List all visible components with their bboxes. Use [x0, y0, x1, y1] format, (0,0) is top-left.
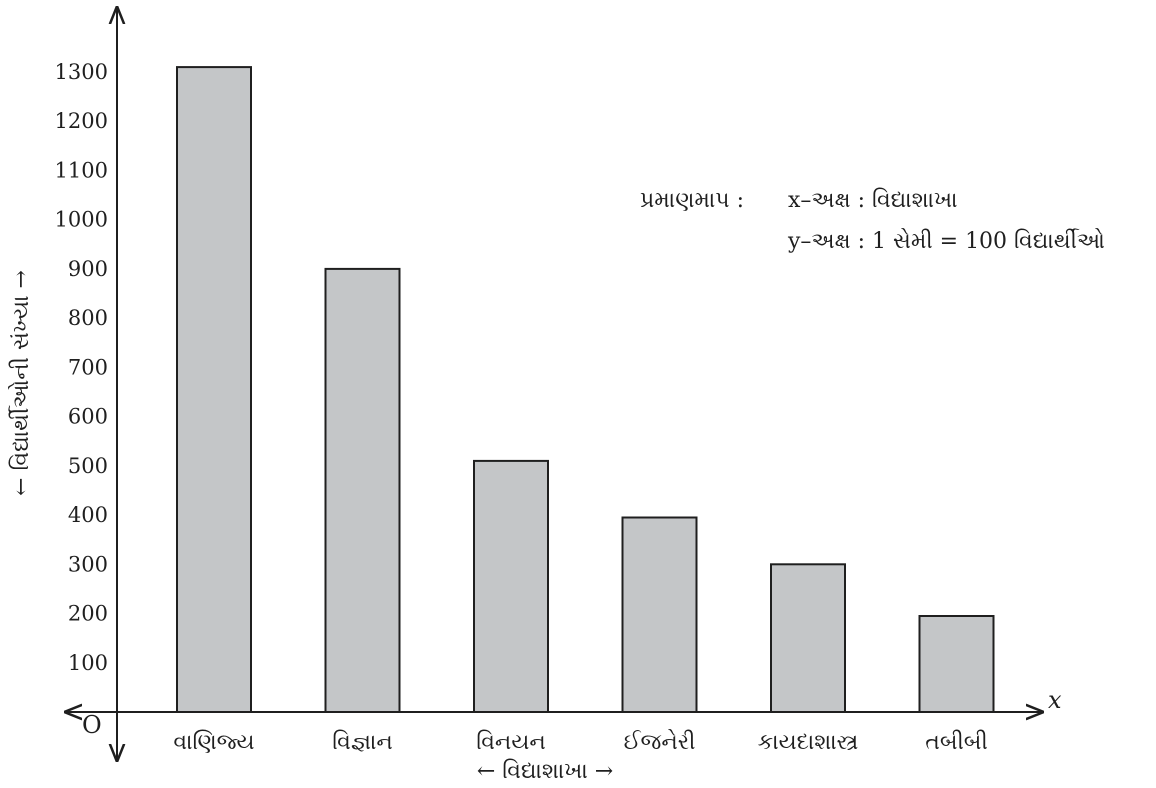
x-category-labels: વાણિજ્ય વિજ્ઞાન વિનયન ઈજનેરી કાયદાશાસ્ત્ર તબી… — [173, 729, 987, 755]
bar-1 — [177, 67, 251, 712]
x-axis-symbol: x — [1048, 686, 1062, 714]
scale-note-y-axis: y–અક્ષ : 1 સેમી = 100 વિદ્યાર્થીઓ — [787, 228, 1105, 254]
y-tick-label-200: 200 — [68, 602, 108, 626]
bar-6 — [920, 616, 994, 712]
y-tick-label-800: 800 — [68, 306, 108, 330]
y-tick-label-1200: 1200 — [55, 109, 108, 133]
bar-2 — [326, 269, 400, 712]
y-tick-label-300: 300 — [68, 552, 108, 576]
category-label-2: વિજ્ઞાન — [332, 730, 393, 755]
bar-4 — [623, 518, 697, 713]
category-label-1: વાણિજ્ય — [173, 730, 254, 755]
scale-note-title: પ્રમાણમાપ : — [640, 188, 744, 213]
y-tick-label-900: 900 — [68, 257, 108, 281]
category-label-4: ઈજનેરી — [624, 729, 696, 755]
y-tick-label-100: 100 — [68, 651, 108, 675]
y-tick-label-600: 600 — [68, 405, 108, 429]
category-label-6: તબીબી — [925, 730, 988, 755]
bars-group — [177, 67, 994, 712]
y-tick-labels: 100 200 300 400 500 600 700 800 900 1000 1100 1200 1… — [55, 60, 108, 675]
origin-label: O — [82, 711, 102, 739]
y-tick-label-1000: 1000 — [55, 208, 108, 232]
y-tick-label-700: 700 — [68, 355, 108, 379]
y-tick-label-1100: 1100 — [55, 159, 108, 183]
y-tick-label-400: 400 — [68, 503, 108, 527]
scale-note-x-axis: x–અક્ષ : વિદ્યાશાખા — [788, 188, 957, 213]
scale-note: પ્રમાણમાપ : x–અક્ષ : વિદ્યાશાખા y–અક્ષ :… — [640, 188, 1105, 254]
y-tick-label-1300: 1300 — [55, 60, 108, 84]
category-label-5: કાયદાશાસ્ત્ર — [758, 730, 859, 755]
y-tick-label-500: 500 — [68, 454, 108, 478]
bar-5 — [771, 564, 845, 712]
bar-3 — [474, 461, 548, 712]
category-label-3: વિનયન — [476, 730, 545, 755]
x-axis-label: ← વિદ્યાશાખા → — [477, 759, 613, 784]
y-axis-label: ← વિદ્યાર્થીઓની સંખ્યા → — [8, 270, 34, 496]
